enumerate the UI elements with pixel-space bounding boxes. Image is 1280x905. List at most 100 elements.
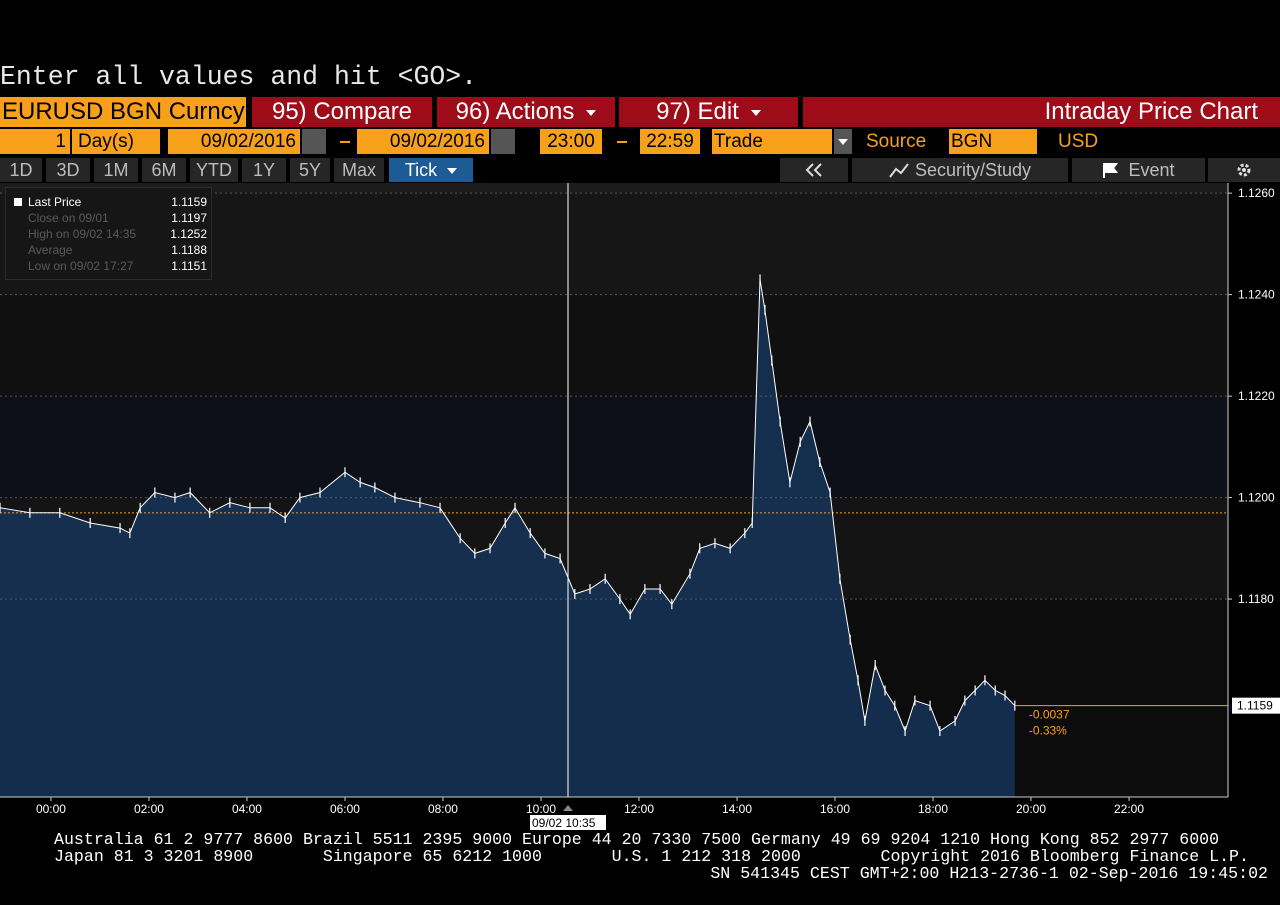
x-tick-label: 20:00	[1016, 802, 1046, 816]
legend-value: 1.1252	[170, 227, 207, 241]
currency-label: USD	[1058, 131, 1099, 152]
legend-stats: Close on 09/01 1.1197 High on 09/02 14:35 1…	[14, 210, 207, 273]
y-tick-label: 1.1240	[1238, 288, 1275, 302]
source-label: Source	[866, 131, 927, 152]
calendar-icon[interactable]	[491, 129, 515, 154]
x-tick-label: 04:00	[232, 802, 262, 816]
menu-label: 96) Actions	[455, 98, 575, 125]
legend: Last Price 1.1159 Close on 09/01 1.1197 Hig…	[5, 187, 212, 280]
price-line	[0, 279, 1016, 733]
menu-label: 95) Compare	[271, 98, 413, 125]
x-tick-label: 08:00	[428, 802, 458, 816]
gear-icon	[1237, 163, 1251, 177]
range-tab[interactable]: 1D	[0, 158, 42, 182]
dropdown-arrow	[750, 109, 761, 116]
command-prompt: Enter all values and hit <GO>.	[0, 62, 478, 92]
event-dropdown[interactable]	[834, 129, 852, 154]
chevron-icon	[805, 163, 822, 177]
last-price-label: 1.1159	[1237, 699, 1273, 713]
end-time[interactable]: 22:59	[640, 129, 700, 154]
x-tick-label: 14:00	[722, 802, 752, 816]
tool-label: Event	[1128, 160, 1175, 180]
footer-line: SN 541345 CEST GMT+2:00 H213-2736-1 02-S…	[710, 864, 1268, 883]
menu-button[interactable]: 96) Actions	[437, 97, 615, 127]
legend-row: Low on 09/02 17:27 1.1151	[14, 258, 207, 274]
range-tab[interactable]: 5Y	[290, 158, 330, 182]
legend-label: High on 09/02 14:35	[28, 227, 137, 241]
x-tick-label: 06:00	[330, 802, 360, 816]
range-tab[interactable]: 3D	[46, 158, 90, 182]
event-button[interactable]: Event	[1072, 158, 1205, 182]
period-input[interactable]: 1	[0, 129, 70, 154]
x-tick-label: 02:00	[134, 802, 164, 816]
range-tab[interactable]: YTD	[190, 158, 238, 182]
x-tick-label: 12:00	[624, 802, 654, 816]
price-area	[0, 279, 1015, 797]
dropdown-arrow	[586, 109, 597, 116]
footer-line: Japan 81 3 3201 8900 Singapore 65 6212 1…	[54, 847, 1249, 866]
legend-row: Average 1.1188	[14, 242, 207, 258]
legend-row: Close on 09/01 1.1197	[14, 210, 207, 226]
study-icon	[889, 163, 909, 178]
legend-label: Last Price	[28, 195, 82, 209]
calendar-icon[interactable]	[302, 129, 326, 154]
event-field[interactable]: Trade	[712, 129, 832, 154]
plot-band	[0, 396, 1228, 498]
start-date[interactable]: 09/02/2016	[168, 129, 300, 154]
tab-label: Tick	[404, 160, 438, 180]
tick-tab[interactable]: Tick	[389, 158, 473, 182]
range-tab[interactable]: Max	[334, 158, 384, 182]
x-tick-label: 18:00	[918, 802, 948, 816]
cursor-marker	[563, 805, 573, 811]
y-tick-label: 1.1220	[1238, 389, 1275, 403]
dropdown-arrow	[447, 168, 458, 175]
change-pct-label: -0.33%	[1029, 724, 1067, 738]
x-tick-label: 00:00	[36, 802, 66, 816]
dash	[617, 141, 627, 143]
menu-button[interactable]: 95) Compare	[252, 97, 432, 127]
price-chart: 1.1180 1.1200 1.1220 1.1240 1.1260 1.1159 -0.0…	[0, 183, 1280, 830]
footer-line: Australia 61 2 9777 8600 Brazil 5511 239…	[54, 830, 1220, 849]
range-tab[interactable]: 1Y	[242, 158, 286, 182]
legend-row: Last Price 1.1159	[14, 194, 207, 210]
period-unit[interactable]: Day(s)	[72, 129, 160, 154]
dash	[340, 141, 350, 143]
plot-band	[0, 183, 1228, 194]
x-tick-label: 22:00	[1114, 802, 1144, 816]
legend-label: Close on 09/01	[28, 211, 109, 225]
legend-swatch	[14, 198, 22, 206]
y-tick-label: 1.1260	[1238, 186, 1275, 200]
cursor-box	[530, 815, 606, 830]
legend-value: 1.1197	[171, 211, 207, 225]
legend-row: High on 09/02 14:35 1.1252	[14, 226, 207, 242]
legend-value: 1.1188	[171, 243, 207, 257]
x-tick-label: 10:00	[526, 802, 556, 816]
legend-label: Average	[28, 243, 73, 257]
range-tab[interactable]: 6M	[142, 158, 186, 182]
range-tab[interactable]: 1M	[94, 158, 138, 182]
tool-label: Security/Study	[914, 160, 1032, 180]
start-time[interactable]: 23:00	[540, 129, 602, 154]
end-date[interactable]: 09/02/2016	[357, 129, 489, 154]
change-label: -0.0037	[1029, 708, 1070, 722]
collapse-button[interactable]	[780, 158, 848, 182]
legend-value: 1.1159	[171, 195, 207, 209]
dropdown-arrow	[838, 138, 848, 145]
y-tick-label: 1.1180	[1238, 592, 1274, 606]
y-tick-label: 1.1200	[1238, 491, 1275, 505]
settings-button[interactable]	[1208, 158, 1280, 182]
security-study-button[interactable]: Security/Study	[852, 158, 1068, 182]
legend-label: Low on 09/02 17:27	[28, 259, 134, 273]
source-field[interactable]: BGN	[949, 129, 1037, 154]
x-tick-label: 16:00	[820, 802, 850, 816]
menu-button[interactable]: 97) Edit	[619, 97, 798, 127]
title-text: Intraday Price Chart	[1044, 98, 1258, 125]
security-field[interactable]: EURUSD BGN Curncy	[0, 97, 246, 127]
last-price-box	[1232, 697, 1280, 714]
function-title: Intraday Price Chart	[803, 97, 1280, 127]
menu-label: 97) Edit	[656, 98, 739, 125]
flag-icon	[1103, 163, 1119, 178]
cursor-label: 09/02 10:35	[532, 816, 596, 830]
legend-value: 1.1151	[171, 259, 207, 273]
